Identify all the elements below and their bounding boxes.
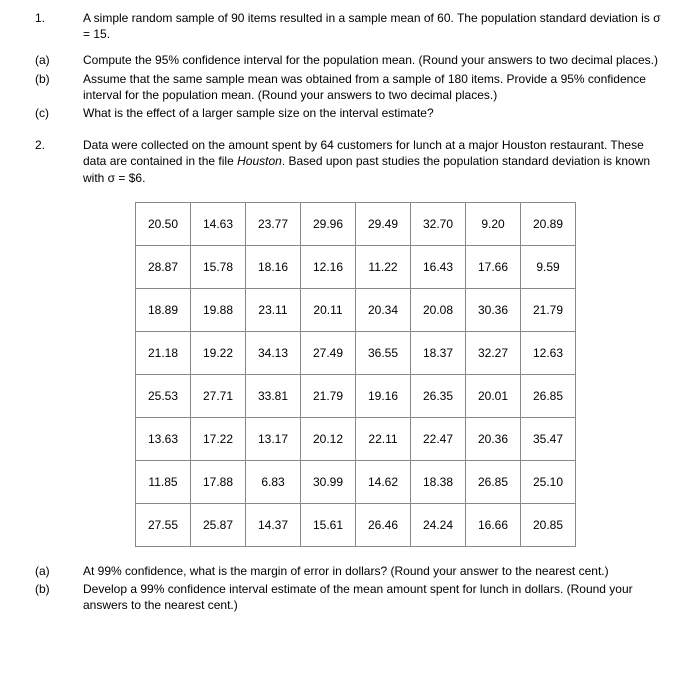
table-cell: 20.50 [136, 202, 191, 245]
table-cell: 6.83 [246, 460, 301, 503]
q2-part-b-label: (b) [35, 581, 83, 597]
q2-part-a: (a) At 99% confidence, what is the margi… [35, 563, 665, 579]
q1-part-c-label: (c) [35, 105, 83, 121]
table-cell: 20.36 [466, 417, 521, 460]
table-cell: 15.61 [301, 503, 356, 546]
q1-part-b-label: (b) [35, 71, 83, 87]
q1-part-c-text: What is the effect of a larger sample si… [83, 105, 665, 121]
table-cell: 21.18 [136, 331, 191, 374]
q2-intro-file: Houston [237, 154, 282, 168]
table-cell: 13.17 [246, 417, 301, 460]
table-cell: 19.22 [191, 331, 246, 374]
q1-part-b-text: Assume that the same sample mean was obt… [83, 71, 665, 103]
table-cell: 32.27 [466, 331, 521, 374]
q2-part-a-label: (a) [35, 563, 83, 579]
q1-intro-row: 1. A simple random sample of 90 items re… [35, 10, 665, 42]
table-cell: 26.46 [356, 503, 411, 546]
table-cell: 18.38 [411, 460, 466, 503]
table-cell: 19.16 [356, 374, 411, 417]
q1-part-a: (a) Compute the 95% confidence interval … [35, 52, 665, 68]
table-cell: 30.99 [301, 460, 356, 503]
table-cell: 20.11 [301, 288, 356, 331]
table-cell: 9.20 [466, 202, 521, 245]
table-cell: 26.35 [411, 374, 466, 417]
q1-part-a-label: (a) [35, 52, 83, 68]
q2-part-b-text: Develop a 99% confidence interval estima… [83, 581, 665, 613]
q2-intro-text: Data were collected on the amount spent … [83, 137, 665, 186]
q2-intro-row: 2. Data were collected on the amount spe… [35, 137, 665, 186]
table-cell: 23.11 [246, 288, 301, 331]
table-cell: 18.89 [136, 288, 191, 331]
table-cell: 17.22 [191, 417, 246, 460]
table-cell: 16.66 [466, 503, 521, 546]
q1-number: 1. [35, 10, 83, 26]
table-cell: 17.66 [466, 245, 521, 288]
table-cell: 22.11 [356, 417, 411, 460]
table-cell: 11.85 [136, 460, 191, 503]
table-cell: 28.87 [136, 245, 191, 288]
table-cell: 33.81 [246, 374, 301, 417]
table-cell: 32.70 [411, 202, 466, 245]
data-table: 20.5014.6323.7729.9629.4932.709.2020.892… [135, 202, 576, 547]
table-cell: 9.59 [521, 245, 576, 288]
table-cell: 12.16 [301, 245, 356, 288]
table-row: 21.1819.2234.1327.4936.5518.3732.2712.63 [136, 331, 576, 374]
table-cell: 30.36 [466, 288, 521, 331]
table-cell: 19.88 [191, 288, 246, 331]
table-cell: 25.87 [191, 503, 246, 546]
table-cell: 18.16 [246, 245, 301, 288]
table-cell: 15.78 [191, 245, 246, 288]
table-cell: 20.01 [466, 374, 521, 417]
table-cell: 21.79 [301, 374, 356, 417]
table-cell: 25.53 [136, 374, 191, 417]
table-row: 13.6317.2213.1720.1222.1122.4720.3635.47 [136, 417, 576, 460]
table-cell: 27.71 [191, 374, 246, 417]
table-cell: 20.89 [521, 202, 576, 245]
table-cell: 27.49 [301, 331, 356, 374]
table-cell: 29.49 [356, 202, 411, 245]
table-row: 27.5525.8714.3715.6126.4624.2416.6620.85 [136, 503, 576, 546]
table-cell: 21.79 [521, 288, 576, 331]
table-row: 18.8919.8823.1120.1120.3420.0830.3621.79 [136, 288, 576, 331]
table-cell: 20.85 [521, 503, 576, 546]
q2-number: 2. [35, 137, 83, 153]
table-cell: 26.85 [521, 374, 576, 417]
table-cell: 20.12 [301, 417, 356, 460]
table-cell: 20.08 [411, 288, 466, 331]
table-cell: 20.34 [356, 288, 411, 331]
table-row: 25.5327.7133.8121.7919.1626.3520.0126.85 [136, 374, 576, 417]
table-cell: 29.96 [301, 202, 356, 245]
q1-part-c: (c) What is the effect of a larger sampl… [35, 105, 665, 121]
table-cell: 26.85 [466, 460, 521, 503]
q2-part-b: (b) Develop a 99% confidence interval es… [35, 581, 665, 613]
table-cell: 11.22 [356, 245, 411, 288]
table-cell: 35.47 [521, 417, 576, 460]
table-cell: 25.10 [521, 460, 576, 503]
table-cell: 14.37 [246, 503, 301, 546]
table-cell: 16.43 [411, 245, 466, 288]
table-cell: 27.55 [136, 503, 191, 546]
table-cell: 13.63 [136, 417, 191, 460]
table-cell: 14.63 [191, 202, 246, 245]
q1-part-a-text: Compute the 95% confidence interval for … [83, 52, 665, 68]
table-cell: 14.62 [356, 460, 411, 503]
table-cell: 22.47 [411, 417, 466, 460]
table-cell: 17.88 [191, 460, 246, 503]
table-cell: 23.77 [246, 202, 301, 245]
table-cell: 12.63 [521, 331, 576, 374]
q2-part-a-text: At 99% confidence, what is the margin of… [83, 563, 665, 579]
table-cell: 34.13 [246, 331, 301, 374]
table-row: 20.5014.6323.7729.9629.4932.709.2020.89 [136, 202, 576, 245]
table-row: 11.8517.886.8330.9914.6218.3826.8525.10 [136, 460, 576, 503]
table-cell: 18.37 [411, 331, 466, 374]
q1-part-b: (b) Assume that the same sample mean was… [35, 71, 665, 103]
table-cell: 24.24 [411, 503, 466, 546]
table-row: 28.8715.7818.1612.1611.2216.4317.669.59 [136, 245, 576, 288]
table-cell: 36.55 [356, 331, 411, 374]
q1-intro-text: A simple random sample of 90 items resul… [83, 10, 665, 42]
